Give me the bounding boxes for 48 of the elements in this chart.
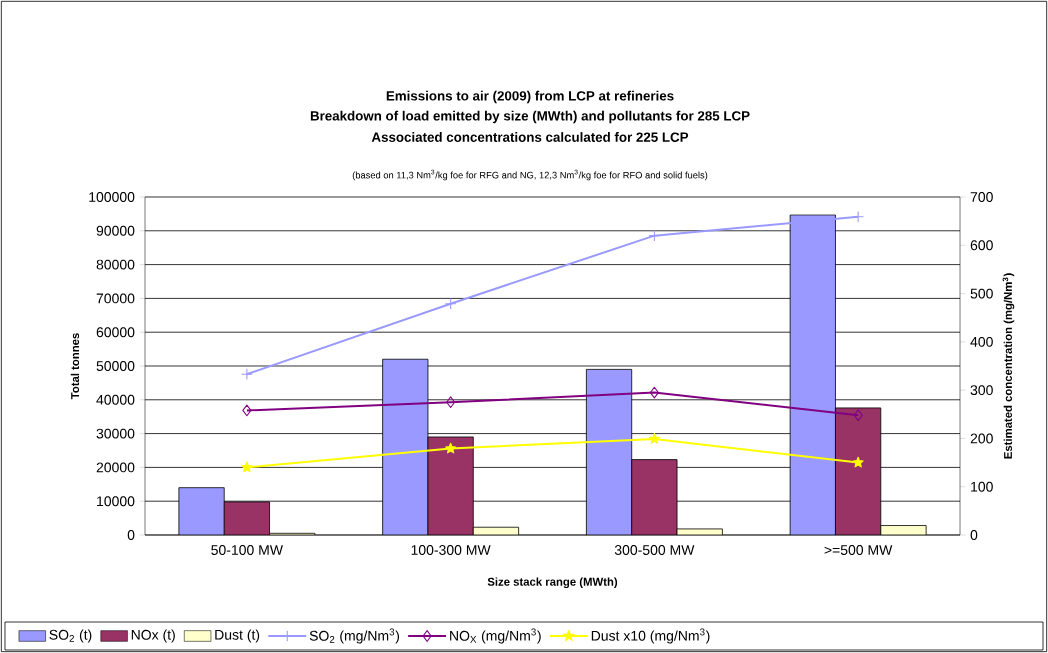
y-tick-label: 90000: [96, 225, 135, 236]
point: [648, 229, 661, 242]
y-tick-label: 80000: [96, 259, 135, 270]
point: [853, 409, 863, 422]
y2-tick-label: 300: [970, 385, 993, 396]
y-tick-label: 0: [127, 530, 135, 540]
x-tick-label: 50-100 MW: [211, 545, 283, 555]
point: [852, 210, 865, 223]
y2-tick-label: 400: [970, 336, 993, 347]
y-tick-label: 30000: [96, 428, 135, 439]
legend-label: NOx (t): [131, 629, 175, 643]
text: Associated concentrations calculated for 225 LCP: [371, 132, 689, 142]
y-tick-label: 50000: [96, 361, 135, 371]
x-tick-label: >=500 MW: [824, 545, 893, 555]
point: [444, 297, 457, 310]
legend-label: NO$_{X}$ (mg/Nm$^{3}$): [450, 628, 541, 644]
y2-axis-title: Estimated concentration (mg/Nm$^{3}$): [1002, 273, 1015, 459]
point: [852, 456, 864, 468]
y2-tick-label: 500: [970, 288, 993, 299]
chart-subtitle: Breakdown of load emitted by size (MWth) and pollutants for 285 LCP: [310, 110, 750, 124]
chart-title: Emissions to air (2009) from LCP at refineries: [386, 90, 674, 104]
legend-label: Dust (t): [215, 629, 260, 643]
point: [648, 433, 660, 444]
text: (based on 11,3 Nm$^{3}$/kg foe for RFG and NG, 12,3 Nm$^{3}$/kg foe for RFO and solid fuels): [352, 169, 708, 181]
point: [445, 442, 457, 454]
y-tick-label: 10000: [97, 496, 135, 507]
y2-tick-label: 100: [971, 481, 993, 492]
point: [446, 396, 456, 409]
point: [241, 461, 253, 473]
y-tick-label: 20000: [96, 462, 135, 473]
y2-tick-label: 0: [970, 530, 978, 540]
x-tick-label: 300-500 MW: [614, 545, 695, 555]
y-axis-title: Total tonnes: [70, 333, 80, 400]
y2-tick-label: 600: [970, 240, 993, 251]
point: [241, 368, 253, 381]
legend-label: SO$_{2}$ (mg/Nm$^{3}$): [309, 628, 400, 644]
y-tick-label: 100000: [89, 192, 135, 202]
y-tick-label: 40000: [96, 394, 135, 405]
point: [649, 386, 659, 399]
y-tick-label: 60000: [96, 327, 135, 338]
x-axis-title: Size stack range (MWth): [487, 577, 618, 589]
y2-tick-label: 200: [970, 433, 993, 444]
y-tick-label: 70000: [96, 293, 135, 304]
x-tick-label: 100-300 MW: [411, 545, 491, 555]
point: [242, 404, 252, 417]
legend-label: Dust x10 (mg/Nm$^{3}$): [591, 628, 710, 644]
legend-label: SO$_{2}$ (t): [49, 629, 92, 643]
y2-tick-label: 700: [970, 192, 993, 202]
